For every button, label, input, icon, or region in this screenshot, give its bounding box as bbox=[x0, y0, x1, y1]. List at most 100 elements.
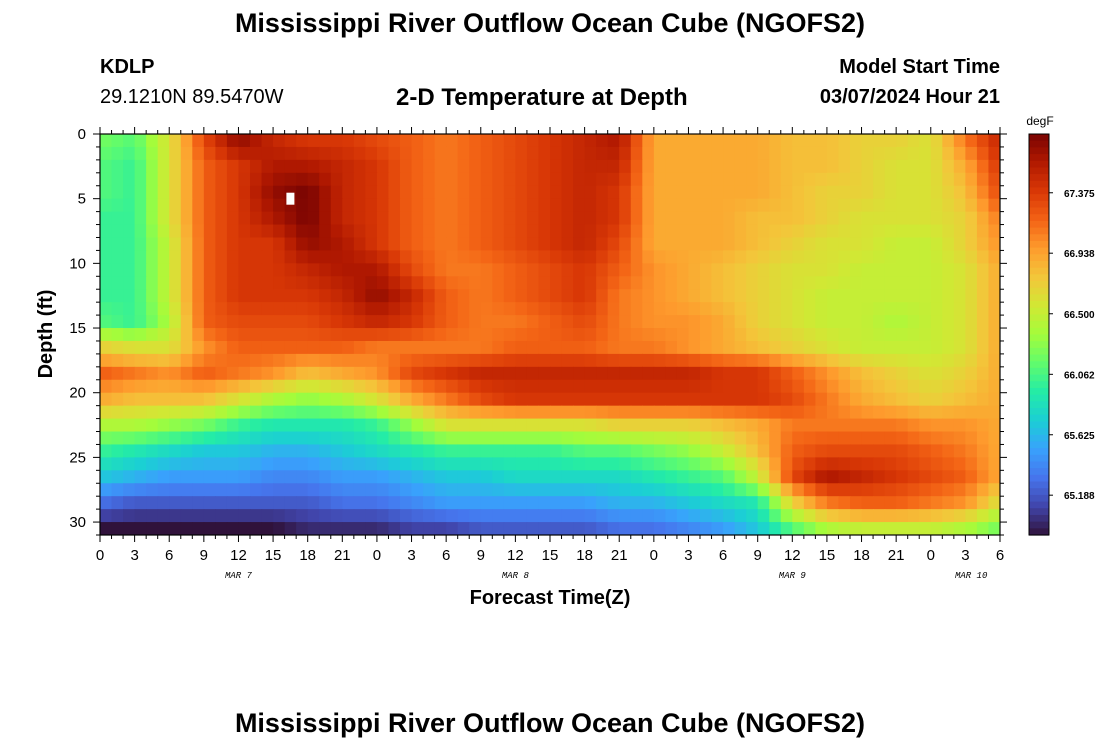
heatmap-cell bbox=[965, 315, 978, 329]
heatmap-cell bbox=[861, 405, 874, 420]
x-tick-label: 9 bbox=[477, 547, 485, 564]
heatmap-cell bbox=[376, 276, 390, 290]
heatmap-cell bbox=[353, 159, 366, 174]
heatmap-cell bbox=[376, 224, 390, 239]
heatmap-cell bbox=[503, 353, 516, 368]
heatmap-cell bbox=[942, 224, 955, 239]
heatmap-cell bbox=[250, 134, 263, 148]
heatmap-cell bbox=[503, 134, 516, 148]
heatmap-cell bbox=[492, 392, 505, 407]
heatmap-cell bbox=[965, 470, 978, 484]
heatmap-cell bbox=[896, 146, 909, 161]
heatmap-cell bbox=[907, 250, 920, 264]
heatmap-cell bbox=[919, 211, 932, 226]
colorbar-band bbox=[1029, 421, 1049, 429]
colorbar-band bbox=[1029, 367, 1049, 376]
heatmap-cell bbox=[780, 353, 793, 368]
heatmap-cell bbox=[769, 431, 782, 446]
heatmap-cell bbox=[111, 224, 124, 239]
heatmap-cell bbox=[261, 392, 274, 407]
heatmap-cell bbox=[734, 431, 747, 446]
heatmap-cell bbox=[965, 302, 978, 316]
heatmap-cell bbox=[700, 483, 713, 497]
heatmap-cell bbox=[676, 470, 690, 484]
heatmap-cell bbox=[538, 237, 551, 252]
heatmap-cell bbox=[515, 146, 528, 161]
heatmap-cell bbox=[769, 328, 782, 342]
heatmap-cell bbox=[296, 328, 309, 342]
heatmap-cell bbox=[307, 522, 320, 535]
heatmap-cell bbox=[376, 496, 390, 510]
heatmap-cell bbox=[757, 392, 770, 407]
heatmap-cell bbox=[642, 198, 655, 213]
heatmap-cell bbox=[353, 302, 366, 316]
heatmap-cell bbox=[688, 237, 701, 252]
heatmap-cell bbox=[930, 146, 943, 161]
heatmap-cell bbox=[607, 211, 620, 226]
heatmap-cell bbox=[111, 470, 124, 484]
heatmap-cell bbox=[884, 263, 897, 277]
heatmap-cell bbox=[215, 237, 228, 252]
heatmap-cell bbox=[353, 328, 366, 342]
heatmap-cell bbox=[676, 159, 690, 174]
heatmap-cell bbox=[850, 470, 863, 484]
heatmap-cell bbox=[688, 366, 701, 381]
heatmap-cell bbox=[169, 483, 182, 497]
heatmap-cell bbox=[100, 522, 113, 535]
heatmap-cell bbox=[423, 340, 436, 355]
heatmap-cell bbox=[538, 302, 551, 316]
heatmap-cell bbox=[873, 328, 886, 342]
heatmap-cell bbox=[273, 146, 286, 161]
heatmap-cell bbox=[607, 146, 620, 161]
heatmap-cell bbox=[100, 289, 113, 303]
heatmap-cell bbox=[538, 198, 551, 213]
heatmap-cell bbox=[953, 366, 966, 381]
heatmap-cell bbox=[780, 159, 793, 174]
heatmap-cell bbox=[573, 496, 586, 510]
heatmap-cell bbox=[111, 457, 124, 471]
heatmap-cell bbox=[884, 470, 897, 484]
colorbar-band bbox=[1029, 200, 1049, 209]
heatmap-cell bbox=[723, 159, 736, 174]
heatmap-cell bbox=[815, 392, 828, 407]
heatmap-cell bbox=[411, 237, 424, 252]
heatmap-cell bbox=[873, 405, 886, 420]
heatmap-cell bbox=[330, 172, 343, 187]
heatmap-cell bbox=[296, 522, 309, 535]
heatmap-cell bbox=[919, 366, 932, 381]
heatmap-cell bbox=[953, 379, 966, 394]
heatmap-cell bbox=[203, 134, 216, 148]
heatmap-cell bbox=[976, 483, 990, 497]
heatmap-cell bbox=[388, 276, 401, 290]
heatmap-cell bbox=[757, 185, 770, 200]
heatmap-cell bbox=[642, 328, 655, 342]
heatmap-cell bbox=[515, 496, 528, 510]
heatmap-cell bbox=[676, 366, 690, 381]
heatmap-cell bbox=[919, 340, 932, 355]
heatmap-cell bbox=[642, 366, 655, 381]
heatmap-cell bbox=[226, 483, 240, 497]
heatmap-cell bbox=[953, 289, 966, 303]
heatmap-cell bbox=[284, 418, 297, 433]
heatmap-cell bbox=[446, 328, 459, 342]
heatmap-cell bbox=[111, 328, 124, 342]
heatmap-cell bbox=[550, 496, 563, 510]
heatmap-cell bbox=[492, 379, 505, 394]
heatmap-cell bbox=[273, 198, 286, 213]
heatmap-cell bbox=[930, 340, 943, 355]
heatmap-cell bbox=[676, 496, 690, 510]
heatmap-cell bbox=[273, 237, 286, 252]
heatmap-cell bbox=[630, 211, 643, 226]
heatmap-cell bbox=[700, 379, 713, 394]
heatmap-cell bbox=[619, 237, 632, 252]
heatmap-cell bbox=[688, 444, 701, 458]
heatmap-cell bbox=[330, 185, 343, 200]
colorbar-band bbox=[1029, 408, 1049, 416]
heatmap-cell bbox=[573, 405, 586, 420]
heatmap-cell bbox=[319, 302, 332, 316]
heatmap-cell bbox=[307, 483, 320, 497]
heatmap-cell bbox=[261, 315, 274, 329]
heatmap-cell bbox=[826, 522, 840, 535]
heatmap-cell bbox=[469, 405, 482, 420]
heatmap-cell bbox=[480, 289, 493, 303]
